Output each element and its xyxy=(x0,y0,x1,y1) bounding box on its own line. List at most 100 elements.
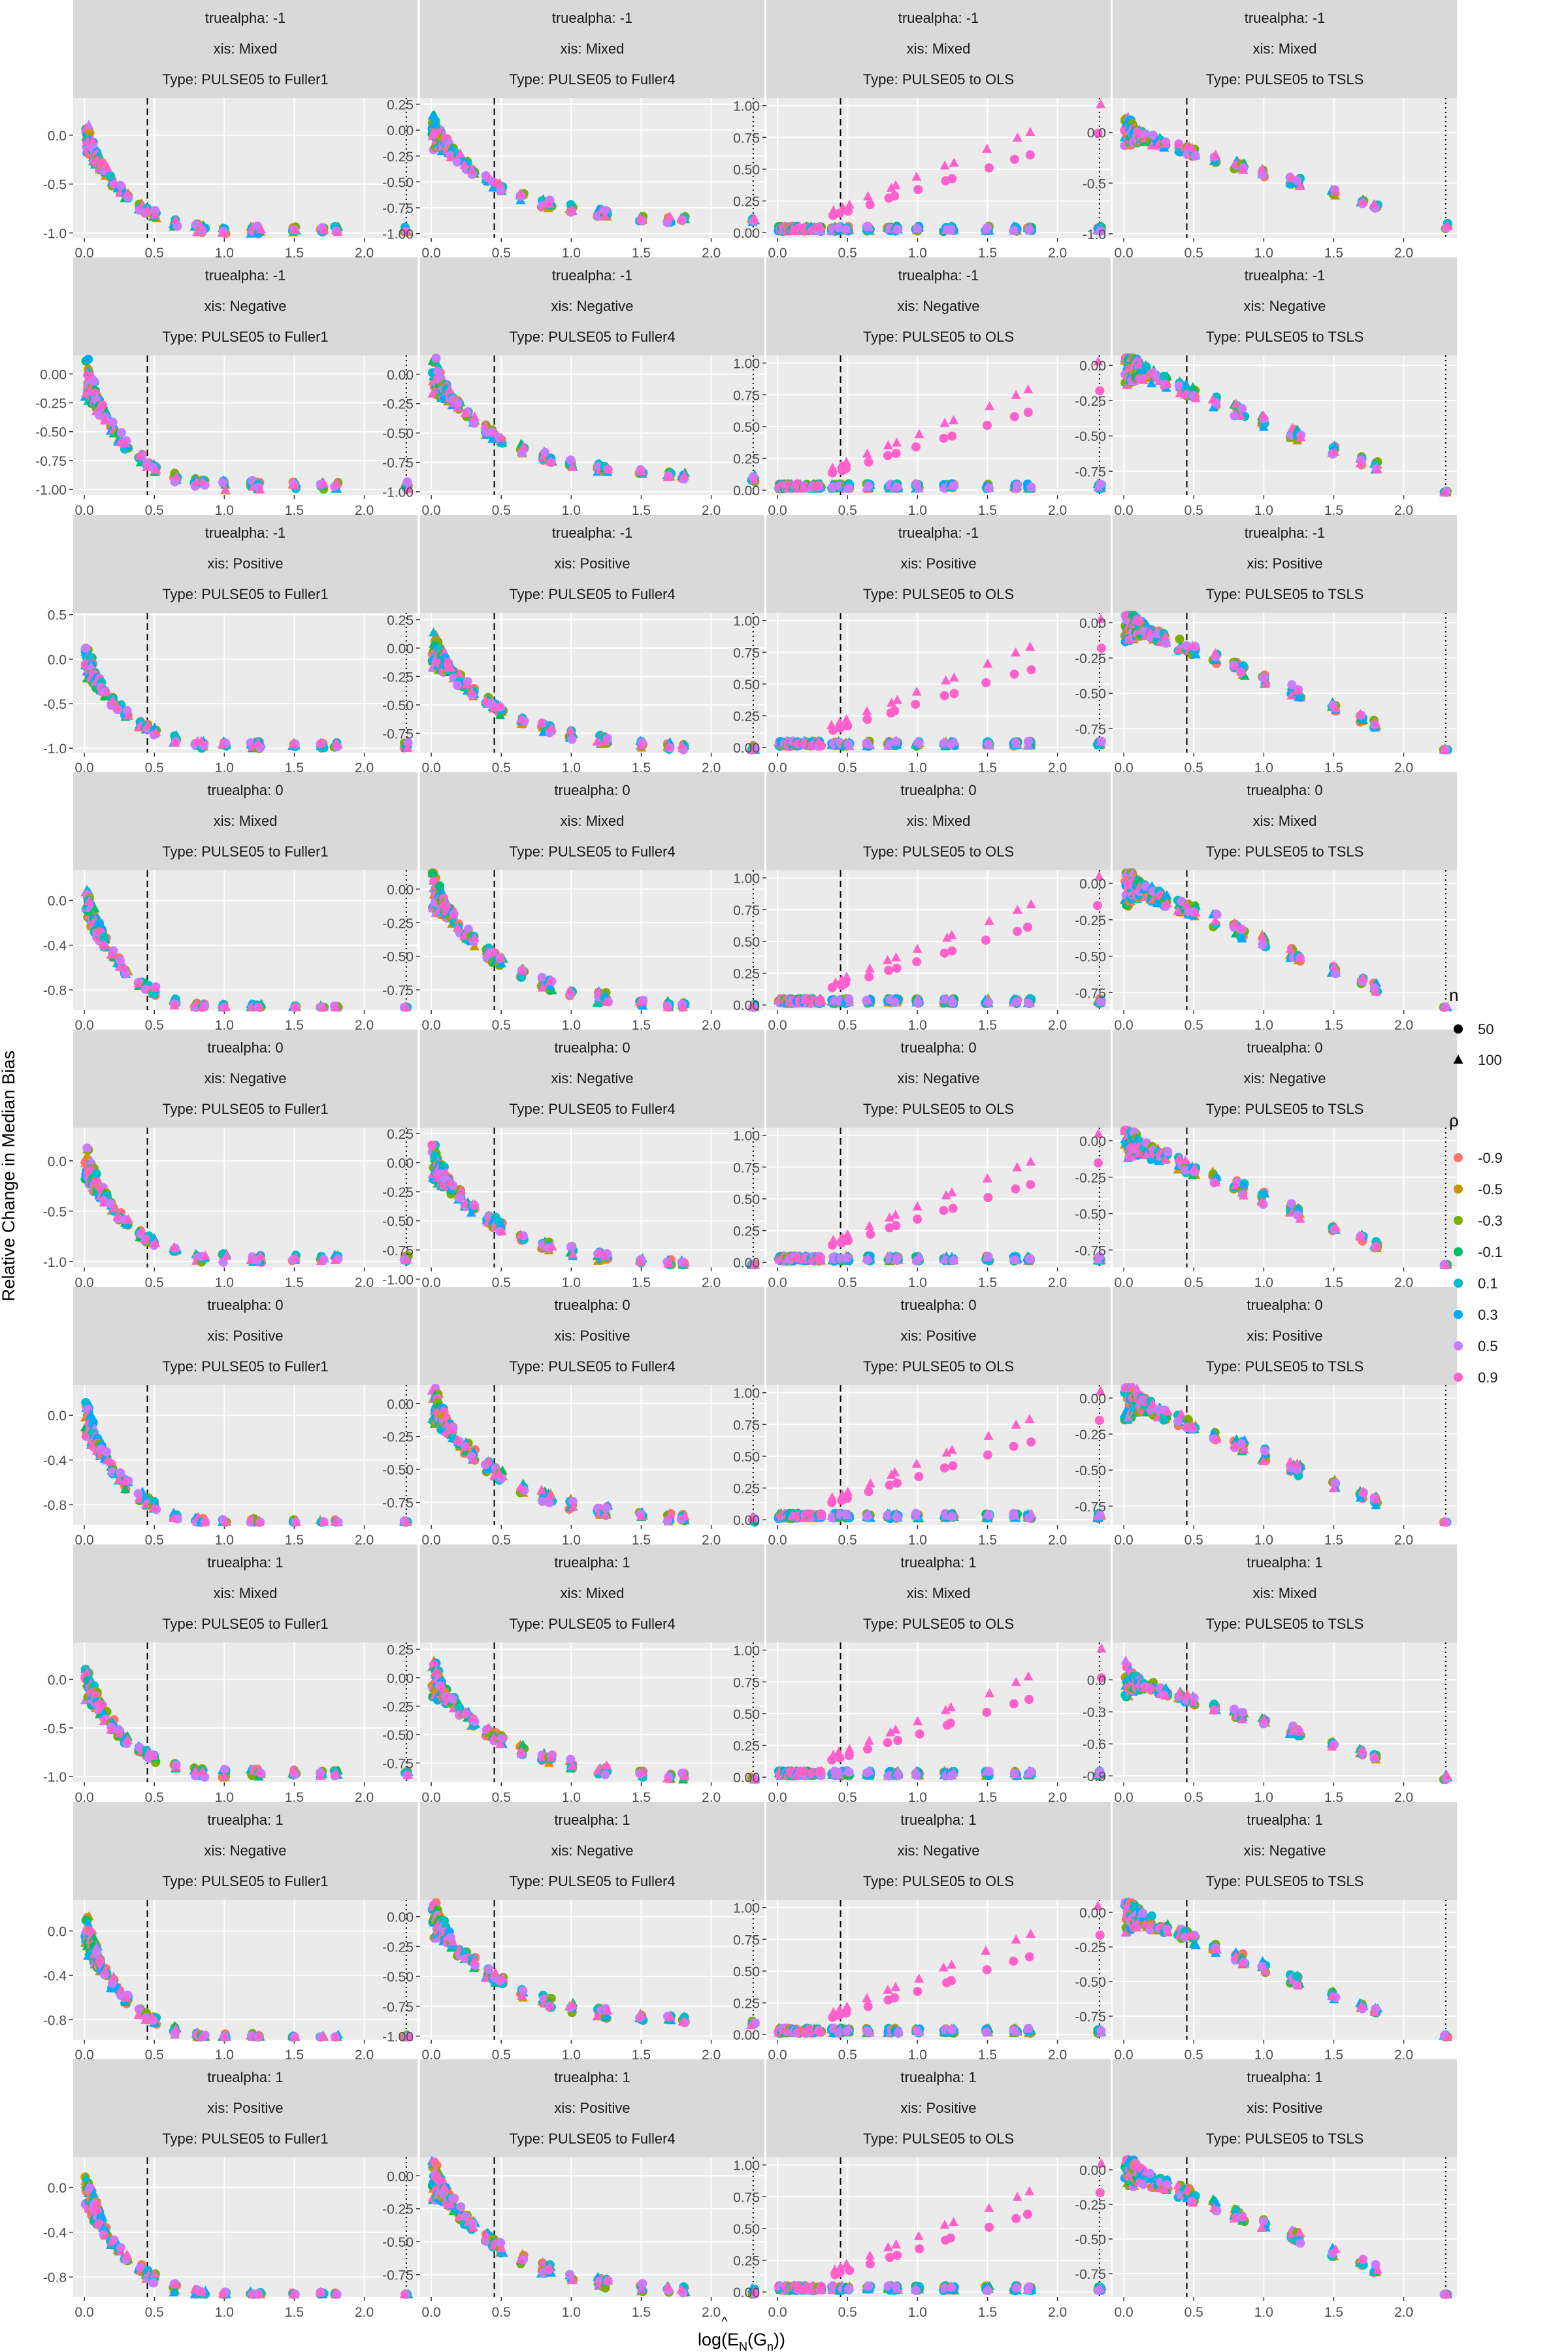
y-tick-label: 0.00 xyxy=(733,483,760,498)
facet-strip-label: xis: Mixed xyxy=(1253,813,1317,829)
facet-strip-label: xis: Positive xyxy=(900,555,976,572)
data-point-n50 xyxy=(1022,923,1032,932)
facet-strip-label: xis: Mixed xyxy=(561,813,625,829)
data-point-n50 xyxy=(1013,926,1022,936)
data-point-n50 xyxy=(947,946,957,956)
data-point-n50 xyxy=(1237,404,1247,414)
data-point-n50 xyxy=(108,417,118,427)
y-tick-label: -0.5 xyxy=(43,178,67,193)
data-point-n100 xyxy=(566,204,577,214)
data-point-n50 xyxy=(1009,669,1019,679)
data-point-n50 xyxy=(82,1143,92,1153)
y-tick-label: 0.25 xyxy=(733,967,760,982)
y-tick-label: -0.25 xyxy=(1075,651,1106,666)
data-point-n50 xyxy=(891,448,901,458)
x-tick-label: 1.5 xyxy=(978,246,997,261)
y-tick-label: 0.50 xyxy=(733,163,760,178)
data-point-n50 xyxy=(911,700,921,710)
y-tick-label: 0.00 xyxy=(733,998,760,1013)
panel-background xyxy=(73,613,417,753)
facet-strip-label: xis: Negative xyxy=(204,1070,287,1086)
data-point-n100 xyxy=(446,152,456,162)
y-tick-label: -0.25 xyxy=(1075,394,1106,409)
panel-background xyxy=(1113,98,1457,238)
y-tick-label: -0.25 xyxy=(382,150,414,165)
facet-strip-label: xis: Positive xyxy=(1247,555,1322,572)
panel-background xyxy=(766,98,1111,238)
facet-strip-label: Type: PULSE05 to Fuller1 xyxy=(162,71,328,88)
data-point-n50 xyxy=(981,936,990,945)
y-tick-label: 1.00 xyxy=(733,872,760,887)
data-point-n50 xyxy=(981,678,991,687)
facet-strip-label: truealpha: -1 xyxy=(1245,10,1326,26)
facet-strip-label: xis: Negative xyxy=(551,298,634,314)
y-tick-label: 0.00 xyxy=(387,368,414,383)
y-tick-label: 0.00 xyxy=(1079,359,1106,374)
y-tick-label: 0.0 xyxy=(1087,126,1106,141)
y-tick-label: -1.0 xyxy=(1083,227,1106,242)
facet-strip-label: Type: PULSE05 to Fuller1 xyxy=(162,1101,328,1117)
data-point-n50 xyxy=(1023,408,1033,417)
y-tick-label: -0.5 xyxy=(43,697,67,712)
panel-background xyxy=(766,613,1111,753)
facet-strip-label: truealpha: -1 xyxy=(205,525,286,541)
y-tick-label: 0.00 xyxy=(733,741,760,756)
x-tick-label: 0.5 xyxy=(492,246,511,261)
x-tick-label: 1.0 xyxy=(215,246,234,261)
data-point-n50 xyxy=(890,191,900,201)
facet-strip-label: xis: Positive xyxy=(207,555,283,572)
data-point-n100 xyxy=(544,199,555,208)
data-point-n50 xyxy=(1212,909,1222,919)
y-tick-label: 1.00 xyxy=(733,99,760,114)
data-point-n100 xyxy=(446,142,457,152)
facet-strip-label: xis: Negative xyxy=(1244,298,1326,314)
facet-strip-label: xis: Mixed xyxy=(214,41,278,57)
y-tick-label: -0.75 xyxy=(382,727,414,742)
y-tick-label: 1.00 xyxy=(733,357,760,372)
y-tick-label: -0.25 xyxy=(382,397,414,412)
y-tick-label: 0.75 xyxy=(733,645,760,661)
y-tick-label: 0.50 xyxy=(733,935,760,950)
data-point-n50 xyxy=(566,200,576,210)
data-point-n50 xyxy=(1331,969,1341,979)
data-point-n50 xyxy=(1190,151,1200,161)
y-tick-label: 0.25 xyxy=(733,195,760,210)
data-point-n50 xyxy=(1258,939,1267,949)
y-tick-label: 0.0 xyxy=(48,1154,67,1169)
y-tick-label: 0.75 xyxy=(733,903,760,918)
data-point-n50 xyxy=(567,734,577,744)
panel-background xyxy=(73,355,417,495)
y-tick-label: -0.50 xyxy=(35,425,67,440)
data-point-n100 xyxy=(495,178,505,188)
data-point-n50 xyxy=(864,972,874,982)
y-tick-label: -0.8 xyxy=(43,983,67,998)
data-point-n100 xyxy=(455,148,465,158)
data-point-n100 xyxy=(427,110,438,120)
y-tick-label: 0.5 xyxy=(48,608,67,623)
x-tick-label: 0.5 xyxy=(838,246,857,261)
facet-strip-label: Type: PULSE05 to Fuller1 xyxy=(162,329,328,345)
y-tick-label: 0.25 xyxy=(387,613,414,628)
y-tick-label: 0.75 xyxy=(733,388,760,403)
y-tick-label: -1.0 xyxy=(43,1255,67,1270)
data-point-n50 xyxy=(496,186,506,196)
x-tick-label: 2.0 xyxy=(1048,246,1067,261)
data-point-n50 xyxy=(982,421,992,430)
y-tick-label: 0.0 xyxy=(48,894,67,909)
y-tick-label: -0.50 xyxy=(1075,950,1106,965)
data-point-n100 xyxy=(289,224,300,234)
y-tick-label: 0.25 xyxy=(387,98,414,113)
y-tick-label: 0.50 xyxy=(733,678,760,693)
data-point-n50 xyxy=(1026,665,1036,675)
facet-strip-label: truealpha: 0 xyxy=(554,782,630,798)
data-point-n50 xyxy=(939,691,949,700)
x-tick-label: 0.0 xyxy=(75,246,94,261)
data-point-n100 xyxy=(102,161,112,171)
y-tick-label: -0.50 xyxy=(382,427,414,442)
